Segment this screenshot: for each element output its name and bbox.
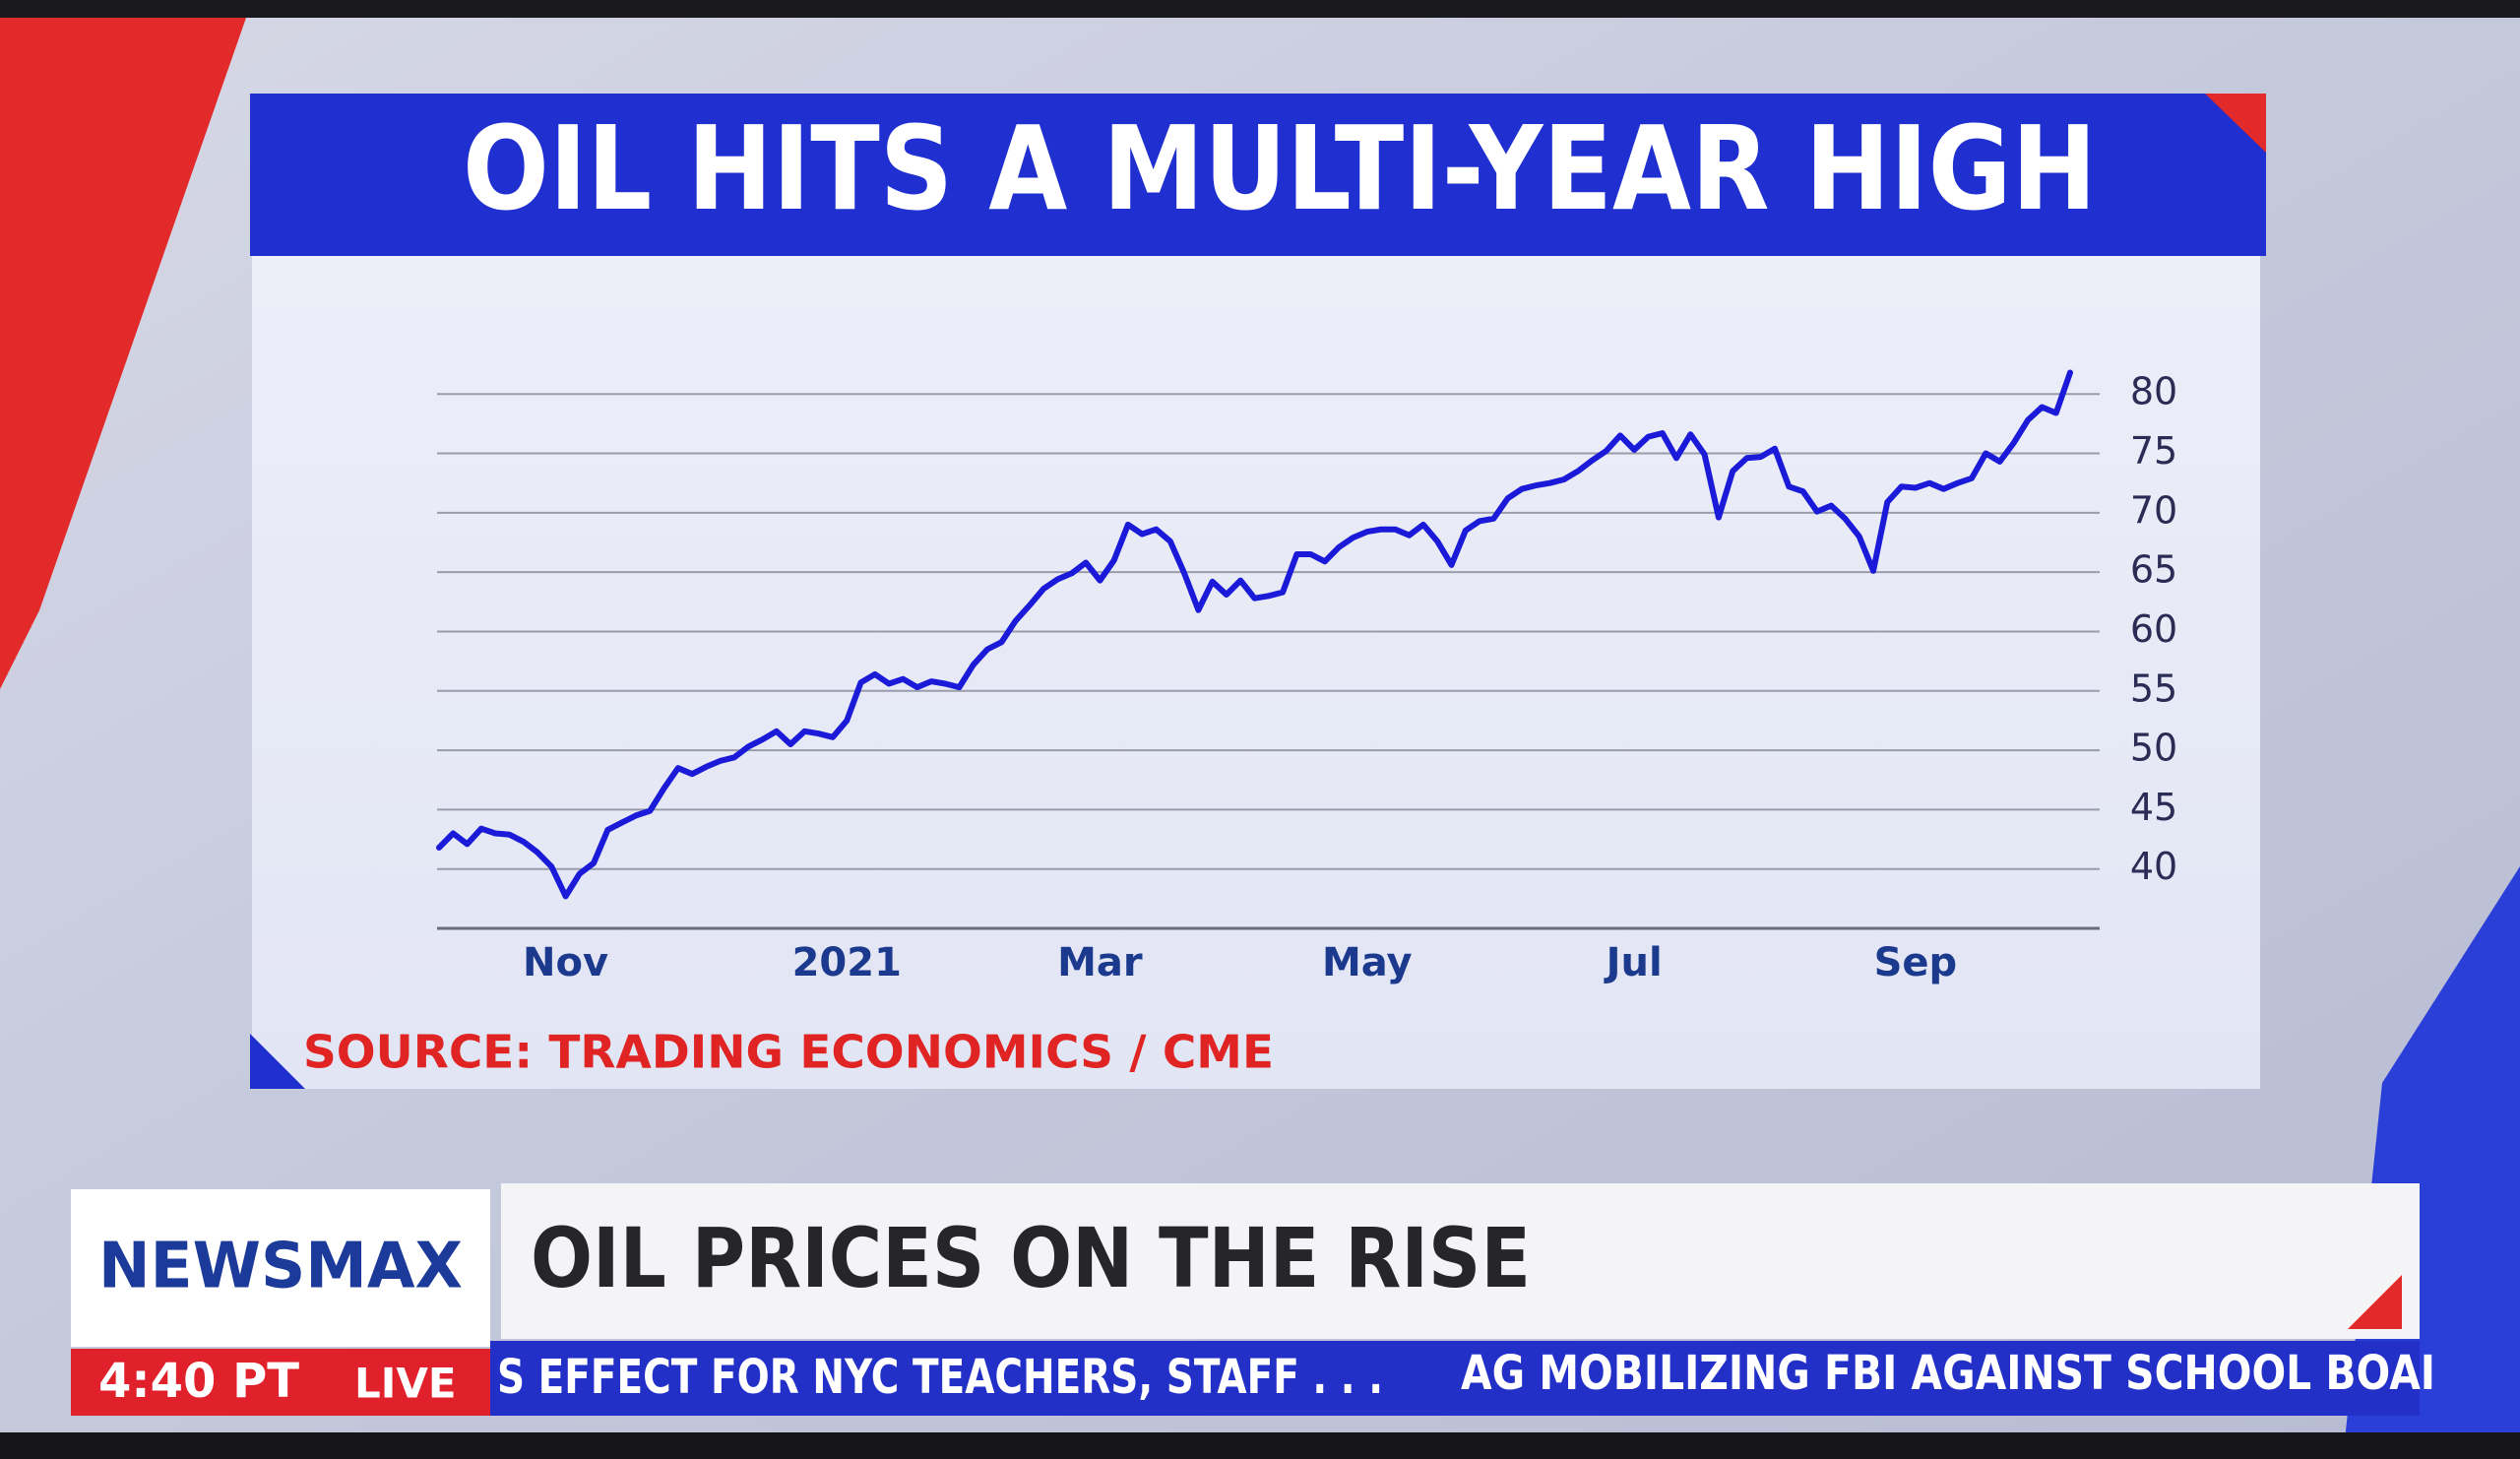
y-tick-label: 80 <box>2130 370 2177 413</box>
x-tick-label: Jul <box>1604 940 1663 985</box>
x-tick-label: Mar <box>1057 940 1143 985</box>
y-tick-label: 60 <box>2130 607 2177 651</box>
headline: OIL PRICES ON THE RISE <box>531 1210 1531 1306</box>
corner-accent <box>2205 94 2266 153</box>
y-tick-label: 40 <box>2130 845 2177 888</box>
y-tick-label: 65 <box>2130 548 2177 592</box>
x-tick-label: May <box>1322 940 1413 985</box>
plot: 40 45 50 55 60 65 70 75 80 Nov 2021 Mar May Jul Sep <box>436 369 2177 985</box>
source: SOURCE: TRADING ECONOMICS / CME <box>303 1026 1274 1079</box>
ticker-bar <box>490 1341 2420 1416</box>
ticker-item: S EFFECT FOR NYC TEACHERS, STAFF . . . <box>497 1350 1383 1405</box>
red-stripe <box>0 18 246 689</box>
time-box <box>71 1349 490 1416</box>
ticker-item: AG MOBILIZING FBI AGAINST SCHOOL BOAI <box>1461 1346 2435 1401</box>
x-tick-label: Sep <box>1874 940 1958 985</box>
live: LIVE <box>354 1360 457 1408</box>
brand-box <box>71 1189 490 1347</box>
x-tick-label: 2021 <box>792 940 902 985</box>
time: 4:40 PT <box>98 1354 299 1409</box>
source-accent <box>250 1034 305 1089</box>
bottom-bezel <box>0 1432 2520 1459</box>
x-tick-label: Nov <box>523 940 608 985</box>
headline-box <box>501 1183 2420 1339</box>
y-tick-label: 55 <box>2130 666 2177 710</box>
chart-title: OIL HITS A MULTI-YEAR HIGH <box>463 100 2097 236</box>
y-tick-label: 50 <box>2130 727 2177 770</box>
y-tick-label: 70 <box>2130 488 2177 532</box>
headline-accent <box>2348 1275 2402 1329</box>
price-line <box>436 369 2073 900</box>
y-tick-label: 45 <box>2130 786 2177 829</box>
title-bar <box>250 94 2266 256</box>
y-tick-label: 75 <box>2130 429 2177 473</box>
top-bezel <box>0 0 2520 18</box>
brand: NEWSMAX <box>98 1231 463 1303</box>
